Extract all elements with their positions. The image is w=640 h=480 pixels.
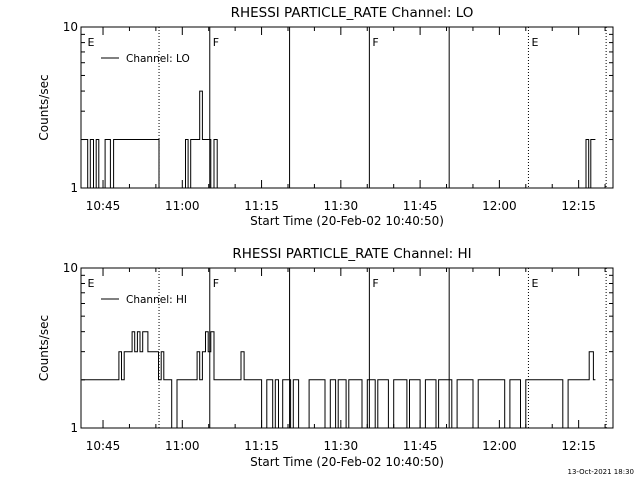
- y-tick-label: 1: [70, 181, 78, 195]
- event-label-e-7: E: [531, 36, 538, 49]
- series-line-hi: [81, 331, 596, 428]
- x-tick-label: 10:45: [86, 439, 121, 453]
- y-axis-label: Counts/sec: [37, 315, 51, 381]
- x-axis-label: Start Time (20-Feb-02 10:40:50): [250, 455, 444, 469]
- x-tick-label: 11:30: [324, 199, 359, 213]
- y-tick-label: 10: [63, 261, 78, 275]
- x-tick-label: 11:30: [324, 439, 359, 453]
- x-tick-label: 11:45: [403, 439, 438, 453]
- legend-label: Channel: LO: [126, 53, 190, 65]
- x-tick-label: 12:00: [482, 199, 517, 213]
- chart-title: RHESSI PARTICLE_RATE Channel: LO: [231, 5, 474, 21]
- event-label-e-7: E: [531, 277, 538, 290]
- event-label-f-5: F: [372, 36, 378, 49]
- y-tick-label: 1: [70, 421, 78, 435]
- event-label-e-1: E: [88, 277, 95, 290]
- series-line-lo: [81, 90, 596, 188]
- y-axis-label: Counts/sec: [37, 74, 51, 140]
- event-label-f-5: F: [372, 277, 378, 290]
- x-tick-label: 11:00: [165, 199, 200, 213]
- legend-label: Channel: HI: [126, 294, 187, 306]
- x-tick-label: 12:15: [561, 199, 596, 213]
- y-tick-label: 10: [63, 20, 78, 34]
- x-tick-label: 12:00: [482, 439, 517, 453]
- x-tick-label: 12:15: [561, 439, 596, 453]
- plot-frame: [80, 26, 614, 189]
- x-axis-label: Start Time (20-Feb-02 10:40:50): [250, 214, 444, 228]
- event-label-f-3: F: [213, 277, 219, 290]
- chart-panel-hi: RHESSI PARTICLE_RATE Channel: HI E F F E 10:4…: [37, 246, 614, 469]
- x-tick-label: 10:45: [86, 199, 121, 213]
- x-tick-label: 11:45: [403, 199, 438, 213]
- chart-panel-lo: RHESSI PARTICLE_RATE Channel: LO E F F E 10:4…: [37, 5, 614, 228]
- x-tick-label: 11:15: [244, 199, 279, 213]
- footer-timestamp: 13-Oct-2021 18:30: [568, 468, 634, 476]
- chart-title: RHESSI PARTICLE_RATE Channel: HI: [232, 246, 471, 262]
- plot-frame: [80, 267, 614, 429]
- event-label-f-3: F: [213, 36, 219, 49]
- event-label-e-1: E: [88, 36, 95, 49]
- x-tick-label: 11:00: [165, 439, 200, 453]
- x-tick-label: 11:15: [244, 439, 279, 453]
